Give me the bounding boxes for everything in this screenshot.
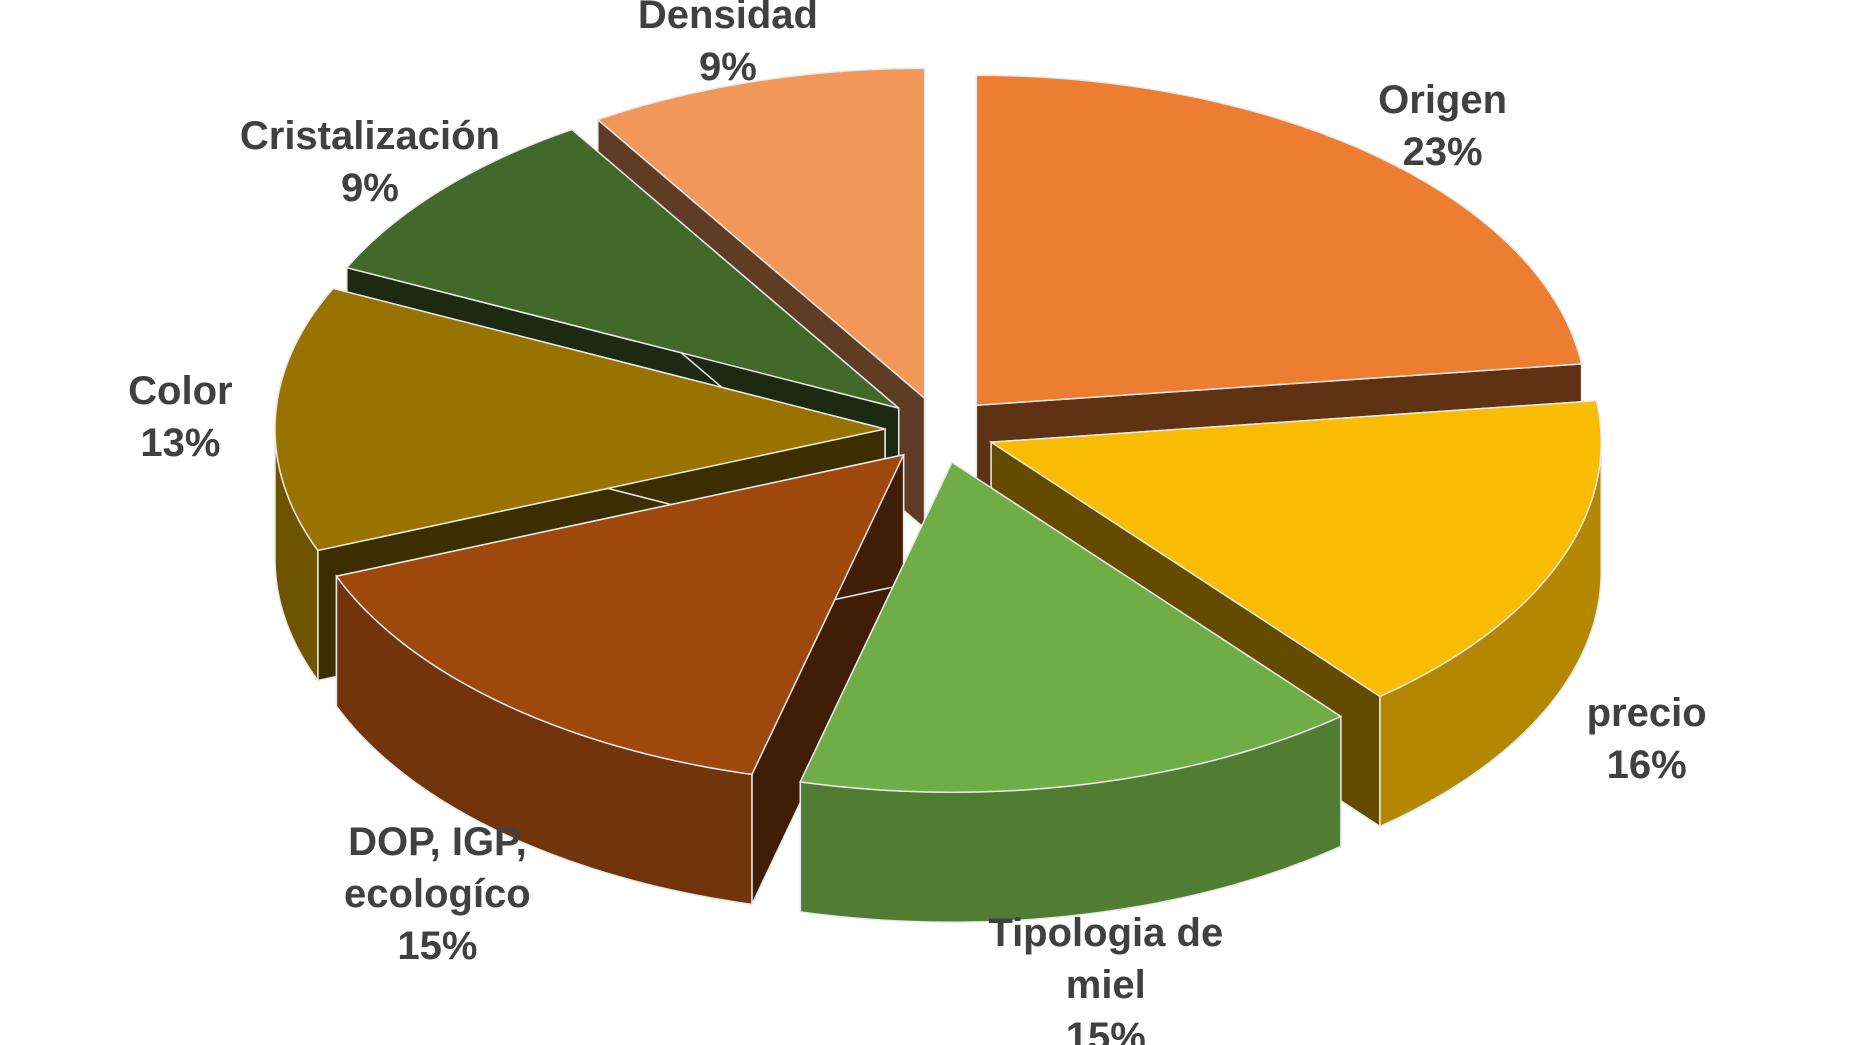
slice-top [345,128,900,409]
label-category: DOP, IGP, ecologíco [344,819,531,916]
label-category: precio [1586,691,1707,736]
data-label: Densidad 9% [568,0,888,93]
data-label: Cristalización 9% [210,110,530,214]
slice-top [799,461,1343,793]
data-label: DOP, IGP, ecologíco 15% [277,816,597,972]
data-label: Origen 23% [1283,74,1603,178]
label-category: Tipologia de miel [988,911,1224,1008]
slice [799,460,1343,923]
label-value: 15% [1065,1015,1146,1045]
label-category: Densidad [637,0,818,38]
slice-top [596,67,926,400]
data-label: Tipologia de miel 15% [946,907,1266,1045]
label-value: 15% [397,923,478,968]
slice-top [988,399,1602,698]
label-category: Color [128,369,233,414]
slice [335,453,905,906]
label-value: 9% [341,166,399,211]
label-category: Cristalización [239,114,500,159]
label-value: 23% [1402,130,1483,175]
slice-top [274,287,886,552]
label-category: Origen [1378,78,1508,123]
label-value: 9% [699,45,757,90]
data-label: Color 13% [20,365,340,469]
label-value: 13% [140,421,221,466]
data-label: precio 16% [1487,687,1807,791]
slice-top [975,74,1583,407]
label-value: 16% [1606,743,1687,788]
slice-top [335,453,905,776]
